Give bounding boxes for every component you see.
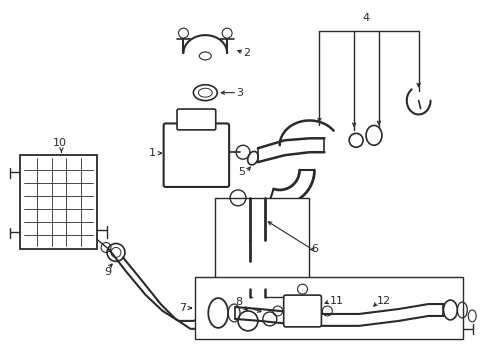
Text: 12: 12 [376, 296, 390, 306]
Text: 1: 1 [148, 148, 155, 158]
Text: 10: 10 [52, 138, 66, 148]
Text: 3: 3 [236, 88, 243, 98]
FancyBboxPatch shape [163, 123, 229, 187]
Text: 7: 7 [179, 303, 186, 313]
Bar [20, 155, 97, 249]
Bar [195, 277, 462, 339]
Text: 5: 5 [238, 167, 244, 177]
Bar [215, 198, 309, 289]
Text: 8: 8 [234, 297, 242, 307]
FancyBboxPatch shape [177, 109, 215, 130]
Text: 6: 6 [311, 244, 318, 255]
FancyBboxPatch shape [283, 295, 321, 327]
Text: 2: 2 [243, 48, 250, 58]
Text: 4: 4 [362, 13, 369, 23]
Text: 9: 9 [104, 267, 111, 277]
Text: 11: 11 [328, 296, 343, 306]
